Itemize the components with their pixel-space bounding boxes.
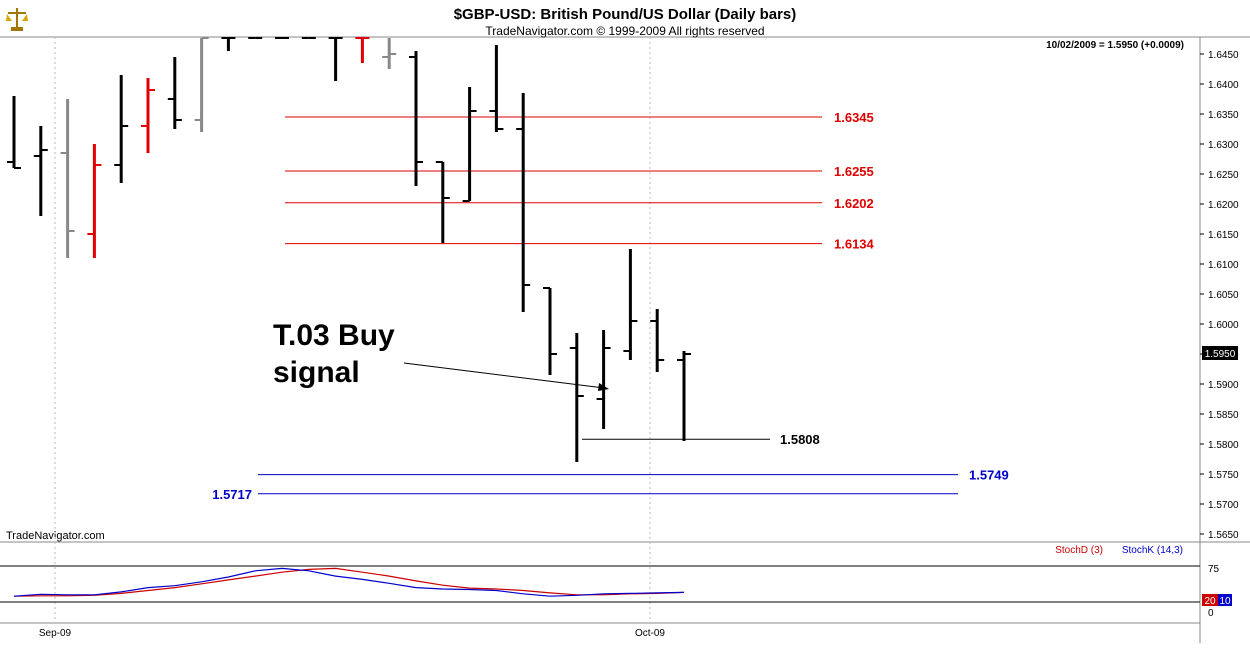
stochd-line (13, 567, 685, 597)
stochd-last: 20 (1204, 596, 1216, 607)
ohlc-bar (194, 37, 209, 132)
ohlc-bar (33, 126, 48, 216)
ohlc-bar (328, 37, 343, 81)
resistance-label: 1.6134 (834, 237, 875, 252)
chart-subtitle: TradeNavigator.com © 1999-2009 All right… (485, 24, 764, 38)
stochd-tag (1202, 594, 1218, 606)
ohlc-bar (60, 99, 75, 258)
x-tick-sep: Sep-09 (39, 628, 72, 639)
quote-readout: 10/02/2009 = 1.5950 (+0.0009) (1046, 40, 1184, 51)
annotation-arrowhead-icon (598, 383, 609, 391)
ohlc-bar (462, 87, 477, 202)
y-tick-label: 1.5650 (1208, 530, 1239, 541)
stoch-tick-0: 0 (1208, 608, 1214, 619)
resistance-label: 1.6202 (834, 196, 874, 211)
y-tick-label: 1.6100 (1208, 260, 1239, 271)
y-tick-label: 1.6200 (1208, 200, 1239, 211)
y-tick-label: 1.6350 (1208, 110, 1239, 121)
scales-logo-icon (6, 8, 28, 31)
stoch-tick-75: 75 (1208, 564, 1220, 575)
annotation-arrow (403, 362, 605, 389)
ohlc-bars (7, 37, 691, 462)
ohlc-bar (516, 93, 531, 312)
ohlc-bar (409, 51, 423, 186)
y-tick-label: 1.6400 (1208, 80, 1239, 91)
support-label: 1.5749 (969, 468, 1009, 483)
y-tick-label: 1.6450 (1208, 50, 1239, 61)
ohlc-bar (221, 37, 236, 51)
ohlc-bar (355, 37, 370, 63)
ohlc-bar (677, 351, 691, 441)
stochd-legend: StochD (3) (1055, 545, 1103, 556)
ohlc-bar (114, 75, 129, 183)
ohlc-bar (489, 45, 504, 132)
y-tick-label: 1.6050 (1208, 290, 1239, 301)
watermark: TradeNavigator.com (6, 530, 105, 542)
y-tick-label: 1.6150 (1208, 230, 1239, 241)
y-tick-label: 1.5900 (1208, 380, 1239, 391)
ohlc-bar (543, 287, 557, 375)
annotation-line1: T.03 Buy (273, 319, 395, 352)
ohlc-bar (569, 333, 584, 462)
stochk-legend: StochK (14,3) (1122, 545, 1183, 556)
stochastic-lines (13, 567, 685, 597)
last-price-tag (1202, 346, 1238, 360)
y-tick-label: 1.6000 (1208, 320, 1239, 331)
chart-title: $GBP-USD: British Pound/US Dollar (Daily… (454, 6, 797, 23)
ohlc-bar (596, 330, 611, 429)
annotation-line2: signal (273, 356, 360, 389)
ohlc-bar (141, 78, 155, 153)
support-label: 1.5717 (212, 487, 252, 502)
ohlc-bar (87, 144, 102, 258)
ohlc-bar (382, 38, 397, 69)
x-tick-oct: Oct-09 (635, 628, 665, 639)
ohlc-bar (650, 309, 665, 372)
ohlc-bar (167, 57, 182, 129)
level-lines: 1.6345 1.6255 1.6202 1.6134 1.5749 1.5717 1.58… (212, 110, 1009, 502)
resistance-label: 1.6255 (834, 164, 874, 179)
ohlc-bar (7, 96, 21, 169)
stochk-last: 10 (1219, 596, 1231, 607)
y-tick-label: 1.6300 (1208, 140, 1239, 151)
low-marker-label: 1.5808 (780, 432, 820, 447)
y-tick-label: 1.5700 (1208, 500, 1239, 511)
y-tick-label: 1.5800 (1208, 440, 1239, 451)
ohlc-bar (623, 249, 638, 360)
y-tick-label: 1.6250 (1208, 170, 1239, 181)
last-price-label: 1.5950 (1205, 349, 1236, 360)
ohlc-bar (435, 161, 450, 243)
y-tick-label: 1.5850 (1208, 410, 1239, 421)
stochk-tag (1218, 594, 1232, 606)
stochk-line (13, 567, 685, 597)
resistance-label: 1.6345 (834, 110, 874, 125)
y-tick-label: 1.5750 (1208, 470, 1239, 481)
